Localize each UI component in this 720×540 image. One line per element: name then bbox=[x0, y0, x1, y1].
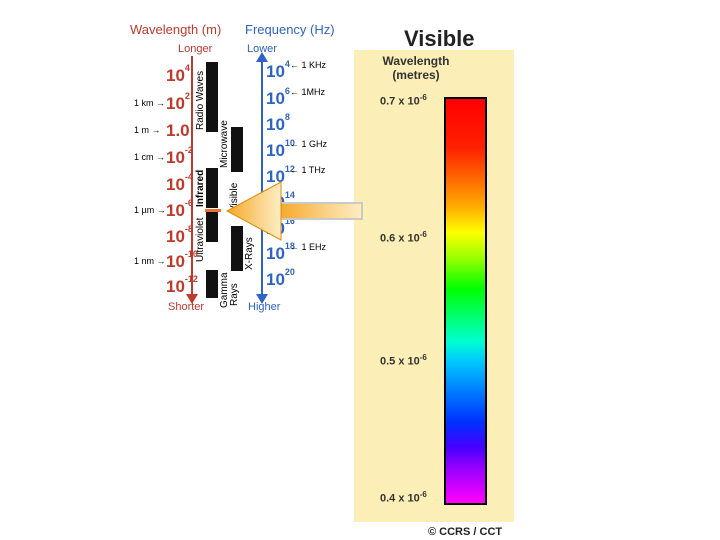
visible-subtitle-line1: Wavelength bbox=[382, 54, 450, 68]
wavelength-tick: 104 bbox=[166, 63, 190, 85]
frequency-tick: 1018 bbox=[266, 241, 295, 263]
frequency-reference: ← 1 EHz bbox=[290, 242, 327, 252]
wavelength-reference: 1 km → bbox=[134, 98, 166, 108]
wavelength-reference: 1 m → bbox=[134, 125, 161, 135]
wavelength-reference: 1 nm → bbox=[134, 256, 166, 266]
gamma-band-bar bbox=[206, 270, 218, 298]
visible-subtitle: Wavelength (metres) bbox=[376, 54, 456, 82]
wavelength-tick: 1.0 bbox=[166, 121, 190, 140]
frequency-tick: 1020 bbox=[266, 267, 295, 289]
infrared-band-bar bbox=[206, 168, 218, 208]
copyright-text: © CCRS / CCT bbox=[428, 526, 503, 538]
frequency-tick: 104 bbox=[266, 59, 290, 81]
visible-spectrum-bar bbox=[444, 97, 487, 505]
visible-wavelength-tick: 0.4 x 10-6 bbox=[380, 490, 427, 505]
visible-panel bbox=[354, 50, 514, 522]
frequency-reference: ← 1 THz bbox=[290, 165, 326, 175]
wavelength-tick: 10-2 bbox=[166, 145, 193, 167]
microwave-band-bar bbox=[231, 127, 243, 172]
lower-label: Lower bbox=[247, 43, 277, 55]
xrays-band-bar bbox=[231, 226, 243, 271]
shorter-label: Shorter bbox=[168, 301, 205, 313]
wavelength-tick: 10-12 bbox=[166, 274, 198, 296]
radio-waves-label: Radio Waves bbox=[195, 70, 206, 130]
wavelength-tick: 10-4 bbox=[166, 172, 193, 194]
pointer-arrow-svg bbox=[225, 181, 363, 241]
visible-wavelength-tick: 0.7 x 10-6 bbox=[380, 93, 427, 108]
ultraviolet-band-bar bbox=[206, 212, 218, 242]
higher-label: Higher bbox=[248, 301, 281, 313]
frequency-reference: ← 1 KHz bbox=[290, 60, 327, 70]
wavelength-arrow bbox=[186, 294, 198, 304]
visible-subtitle-line2: (metres) bbox=[392, 68, 440, 82]
longer-label: Longer bbox=[178, 43, 213, 55]
frequency-tick: 1012 bbox=[266, 164, 295, 186]
arrow-head-icon bbox=[225, 181, 282, 241]
visible-band-marker bbox=[205, 209, 221, 212]
infrared-label: Infrared bbox=[195, 169, 206, 207]
wavelength-header: Wavelength (m) bbox=[130, 22, 222, 37]
visible-wavelength-tick: 0.5 x 10-6 bbox=[380, 353, 427, 368]
microwave-label: Microwave bbox=[219, 120, 230, 168]
frequency-reference: ← 1 GHz bbox=[290, 139, 328, 149]
wavelength-tick: 10-10 bbox=[166, 249, 198, 271]
frequency-tick: 106 bbox=[266, 86, 290, 108]
visible-title: Visible bbox=[404, 26, 475, 51]
axes-svg bbox=[186, 52, 268, 304]
wavelength-reference: 1 cm → bbox=[134, 152, 166, 162]
frequency-tick: 1010 bbox=[266, 138, 295, 160]
wavelength-tick: 102 bbox=[166, 91, 190, 113]
frequency-header: Frequency (Hz) bbox=[245, 22, 335, 37]
frequency-tick: 108 bbox=[266, 112, 290, 134]
wavelength-tick: 10-8 bbox=[166, 224, 193, 246]
frequency-arrow-up bbox=[256, 52, 268, 62]
wavelength-tick: 10-6 bbox=[166, 198, 193, 220]
frequency-reference: ← 1MHz bbox=[290, 87, 326, 97]
frequency-arrow-down bbox=[256, 294, 268, 304]
rays-label: Rays bbox=[229, 283, 240, 306]
arrow-shaft bbox=[276, 202, 363, 220]
visible-wavelength-tick: 0.6 x 10-6 bbox=[380, 230, 427, 245]
wavelength-reference: 1 µm → bbox=[134, 205, 166, 215]
radio-band-bar bbox=[206, 62, 218, 132]
